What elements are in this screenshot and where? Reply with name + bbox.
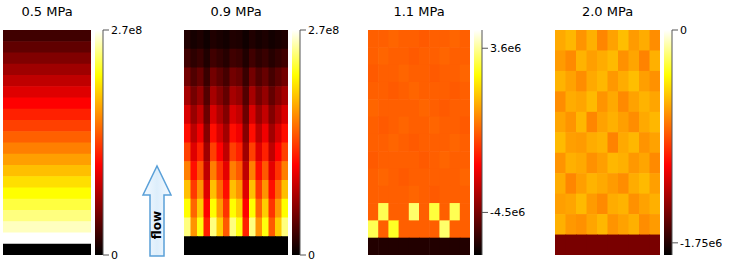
html-text:2.0 MPa: 2.0 MPa xyxy=(581,4,634,19)
svg-text:0: 0 xyxy=(308,249,315,261)
svg-text:3.6e6: 3.6e6 xyxy=(490,42,521,55)
svg-text:0: 0 xyxy=(111,249,118,261)
svg-text:0: 0 xyxy=(680,24,687,37)
svg-text:flow: flow xyxy=(150,211,164,239)
html-text:0.9 MPa: 0.9 MPa xyxy=(210,4,262,19)
svg-text:2.7e8: 2.7e8 xyxy=(111,24,142,37)
html-text:1.1 MPa: 1.1 MPa xyxy=(393,4,445,19)
svg-text:2.7e8: 2.7e8 xyxy=(308,24,339,37)
svg-text:-1.75e6: -1.75e6 xyxy=(680,237,722,250)
svg-text:-4.5e6: -4.5e6 xyxy=(490,206,525,219)
html-text:0.5 MPa: 0.5 MPa xyxy=(21,4,73,19)
